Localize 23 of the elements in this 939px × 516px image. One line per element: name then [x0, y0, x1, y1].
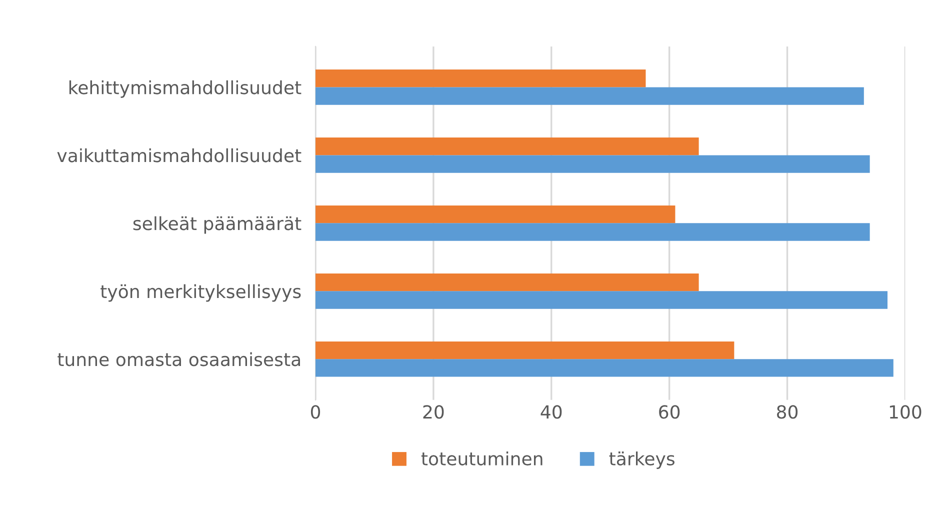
legend-label: tärkeys — [609, 451, 674, 469]
x-tick-label: 60 — [659, 405, 680, 419]
x-tick-label: 20 — [423, 405, 444, 419]
y-tick-label: työn merkityksellisyys — [100, 284, 301, 302]
x-tick-label: 40 — [540, 405, 562, 419]
legend-label: toteutuminen — [421, 451, 542, 466]
y-tick-label: vaikuttamismahdollisuudet — [57, 148, 302, 162]
bar — [316, 205, 676, 224]
x-tick-label: 80 — [776, 405, 798, 419]
bar — [316, 341, 734, 360]
y-tick-label: kehittymismahdollisuudet — [69, 80, 302, 98]
bar — [316, 155, 870, 173]
x-tick-label: 0 — [310, 405, 320, 419]
bar — [316, 87, 864, 105]
bar — [316, 359, 894, 377]
bar — [316, 138, 699, 156]
bar — [316, 70, 646, 88]
bar — [316, 223, 870, 241]
y-tick-label: selkeät päämäärät — [133, 216, 302, 234]
bar — [316, 291, 888, 309]
y-tick-label: tunne omasta osaamisesta — [58, 352, 300, 366]
bar — [316, 273, 699, 292]
x-tick-label: 100 — [890, 405, 922, 419]
